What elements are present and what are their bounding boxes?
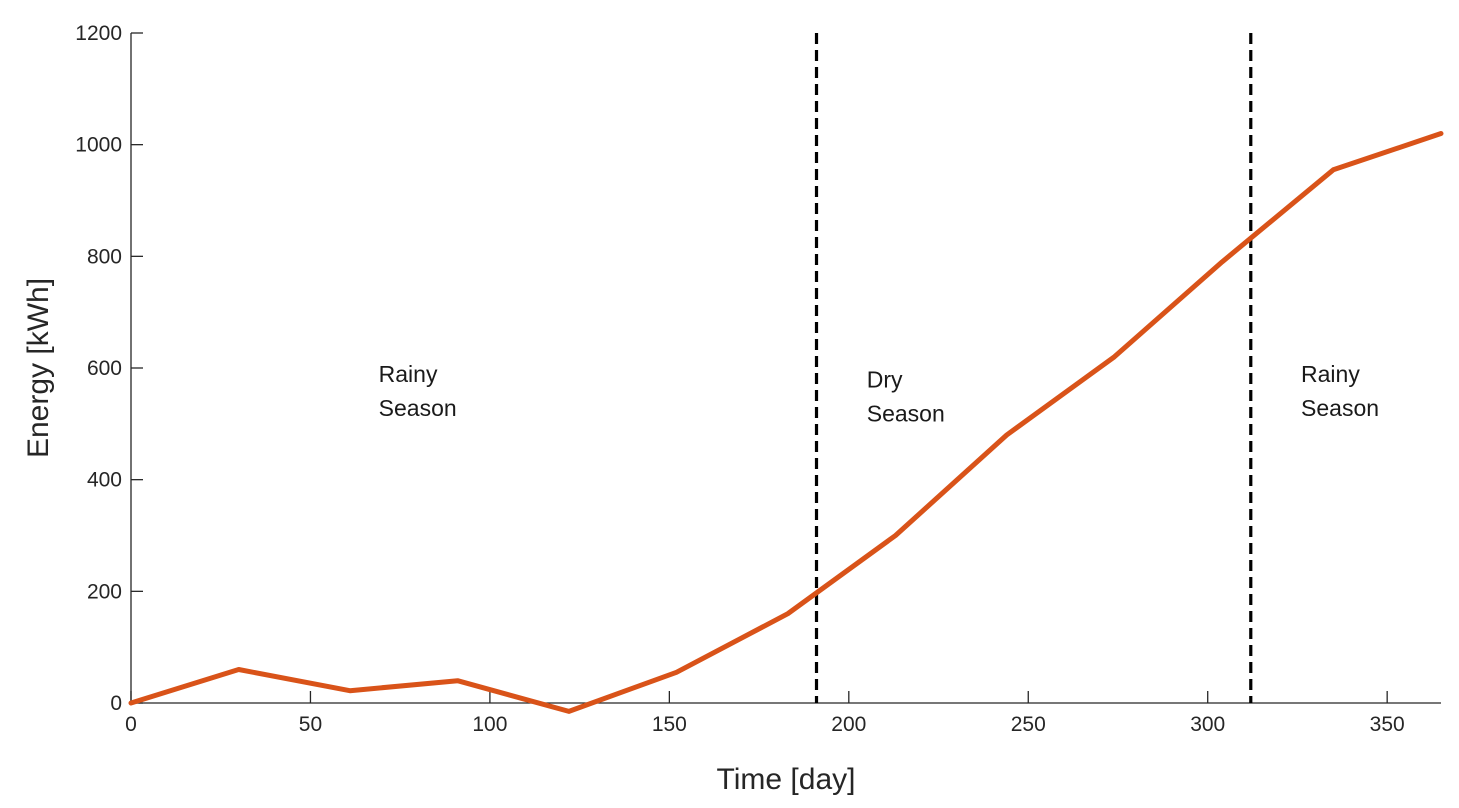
x-tick-label: 200 [831, 713, 866, 736]
y-tick-label: 0 [110, 692, 122, 715]
y-tick-label: 1000 [75, 134, 122, 157]
x-tick-label: 0 [125, 713, 137, 736]
x-tick-label: 250 [1011, 713, 1046, 736]
x-tick-label: 100 [472, 713, 507, 736]
season-label: Rainy [379, 361, 438, 387]
season-label: Season [867, 401, 945, 427]
y-tick-label: 600 [87, 357, 122, 380]
energy-series-line [128, 131, 1444, 714]
x-tick-label: 150 [652, 713, 687, 736]
y-tick-label: 200 [87, 580, 122, 603]
x-axis-title: Time [day] [717, 763, 856, 796]
y-tick-label: 400 [87, 469, 122, 492]
x-tick-label: 50 [299, 713, 322, 736]
x-tick-label: 300 [1190, 713, 1225, 736]
season-label: Rainy [1301, 361, 1360, 387]
season-label: Season [379, 395, 457, 421]
y-tick-label: 1200 [75, 22, 122, 45]
y-tick-label: 800 [87, 245, 122, 268]
x-tick-label: 350 [1370, 713, 1405, 736]
axes: 0 50 100 150 200 250 300 350 0 200 400 600 800 1000 12… [75, 22, 1441, 736]
season-label: Season [1301, 395, 1379, 421]
y-axis-title: Energy [kWh] [22, 278, 55, 458]
season-label: Dry [867, 367, 903, 393]
plot-area: Rainy Season Dry Season Rainy Season [128, 33, 1444, 714]
